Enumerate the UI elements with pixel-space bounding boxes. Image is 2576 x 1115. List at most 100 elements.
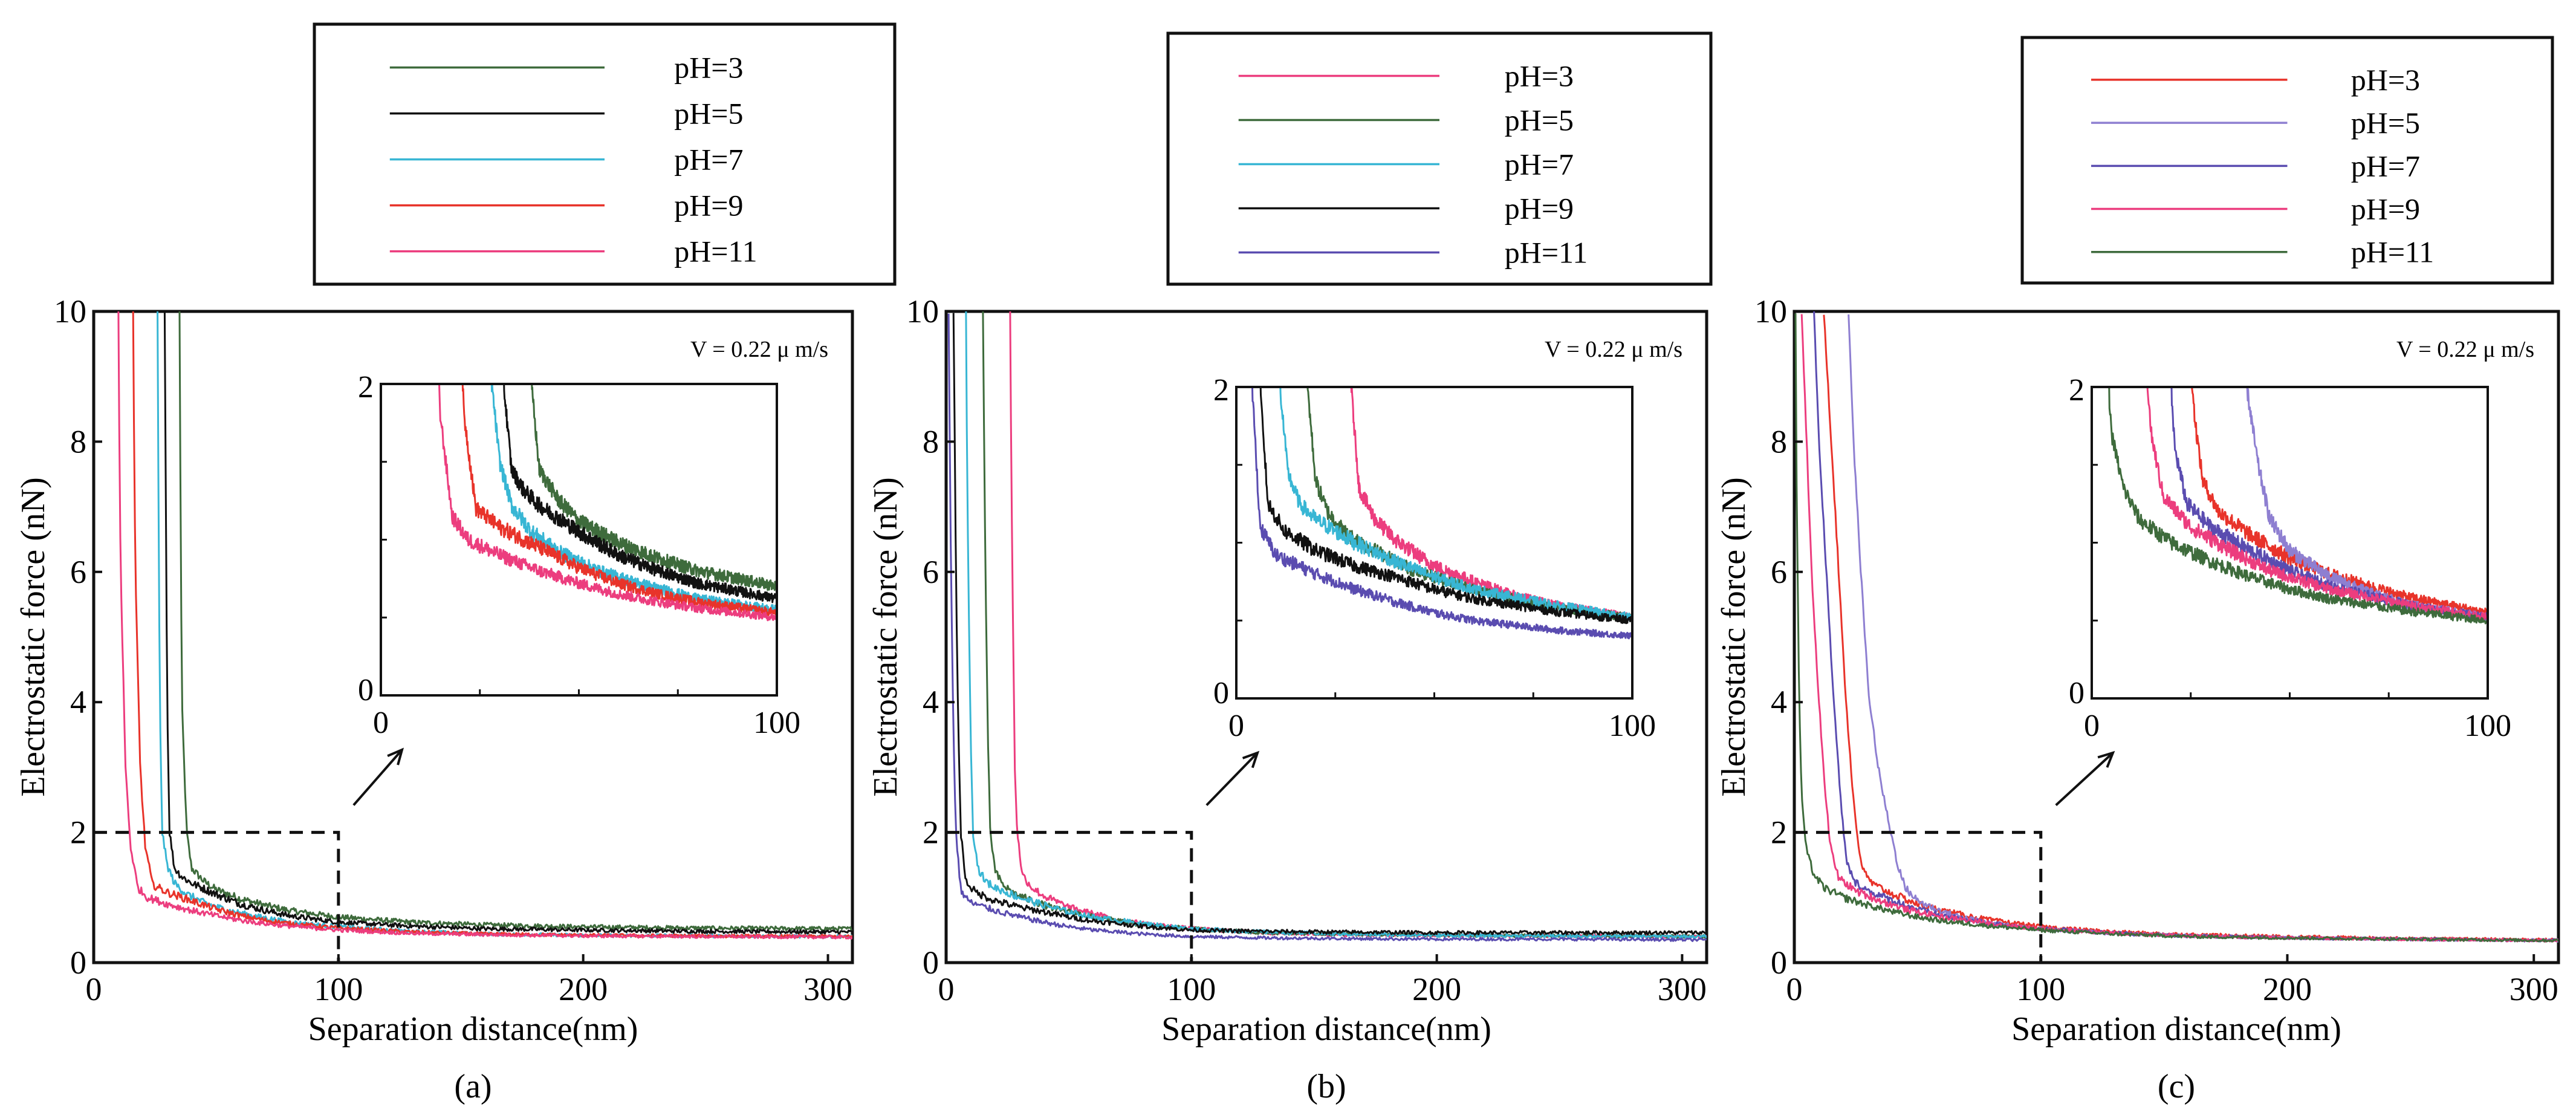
- y-tick-label: 8: [1771, 423, 1787, 460]
- y-tick-label: 0: [923, 944, 939, 981]
- plot-frame: [1792, 310, 2560, 964]
- inset-series-line-pH=11: [2108, 387, 2488, 625]
- inset-x-tick-label: 100: [753, 706, 800, 740]
- inset-y-tick-label: 2: [358, 370, 374, 405]
- y-tick-label: 8: [923, 423, 939, 460]
- y-axis-label: Electrostatic force (nN): [1715, 477, 1753, 797]
- legend-frame: [1166, 31, 1713, 286]
- y-tick-label: 2: [70, 814, 86, 851]
- y-tick-label: 2: [923, 814, 939, 851]
- series-line-pH=3: [178, 311, 852, 932]
- velocity-annotation: V = 0.22 μ m/s: [2396, 337, 2534, 362]
- series-line-pH=7: [965, 311, 1707, 939]
- inset-series-line-pH=7: [1279, 387, 1632, 622]
- legend-label: pH=9: [1505, 192, 1574, 226]
- legend: pH=3 pH=5 pH=7 pH=9 pH=11: [2020, 36, 2554, 285]
- legend-label: pH=9: [674, 189, 743, 223]
- zoom-box: [944, 831, 1193, 964]
- inset-series-line-pH=3: [531, 384, 777, 591]
- y-tick-label: 0: [70, 944, 86, 981]
- y-tick-label: 6: [923, 554, 939, 590]
- y-axis-label: Electrostatic force (nN): [867, 477, 904, 797]
- inset-x-tick-label: 100: [1609, 709, 1656, 743]
- inset-series-line-pH=11: [1251, 387, 1632, 640]
- inset-y-tick-label: 0: [358, 673, 374, 707]
- y-axis-label: Electrostatic force (nN): [15, 477, 52, 797]
- x-axis-label: Separation distance(nm): [308, 1010, 638, 1048]
- y-tick-label: 0: [1771, 944, 1787, 981]
- legend-label: pH=11: [1505, 236, 1588, 270]
- x-tick-label: 0: [1786, 971, 1803, 1007]
- inset-y-tick-label: 0: [2069, 676, 2084, 710]
- inset: 2 00 100: [1213, 373, 1656, 743]
- y-tick-label: 10: [1754, 293, 1787, 330]
- y-tick-label: 10: [906, 293, 939, 330]
- inset-y-tick-label: 0: [1213, 676, 1229, 710]
- legend-label: pH=7: [1505, 148, 1574, 181]
- y-tick-label: 6: [70, 554, 86, 590]
- x-tick-label: 200: [1412, 971, 1461, 1007]
- legend-label: pH=5: [674, 97, 743, 131]
- series-group: [1794, 311, 2558, 943]
- legend-label: pH=5: [2351, 106, 2420, 140]
- x-tick-label: 100: [1167, 971, 1216, 1007]
- zoom-arrow: [1205, 752, 1259, 806]
- y-tick-label: 4: [70, 684, 86, 720]
- zoom-box: [92, 831, 340, 964]
- legend-label: pH=9: [2351, 192, 2420, 226]
- inset-background: [381, 384, 777, 695]
- panel-caption: (c): [2158, 1068, 2195, 1105]
- inset-series-line-pH=9: [1259, 387, 1632, 625]
- inset-series-line-pH=11: [438, 384, 777, 622]
- y-tick-label: 10: [54, 293, 86, 330]
- series-line-pH=9: [952, 313, 1707, 935]
- inset-background: [2092, 387, 2488, 698]
- x-tick-label: 0: [86, 971, 102, 1007]
- inset: 2 00 100: [2069, 373, 2511, 743]
- legend-label: pH=3: [2351, 63, 2420, 97]
- legend-frame: [313, 22, 897, 286]
- inset-series-line-pH=7: [490, 384, 777, 615]
- y-tick-label: 4: [1771, 684, 1787, 720]
- legend: pH=3 pH=5 pH=7 pH=9 pH=11: [1166, 31, 1713, 286]
- legend-label: pH=7: [674, 143, 743, 177]
- panel-caption: (b): [1306, 1068, 1346, 1105]
- legend-label: pH=11: [2351, 235, 2434, 269]
- x-tick-label: 300: [803, 971, 852, 1007]
- inset-x-tick-label: 0: [373, 706, 389, 740]
- legend-label: pH=3: [674, 51, 743, 85]
- legend-label: pH=7: [2351, 149, 2420, 183]
- x-axis-label: Separation distance(nm): [2011, 1010, 2341, 1048]
- x-tick-label: 0: [938, 971, 955, 1007]
- x-tick-label: 300: [1658, 971, 1707, 1007]
- x-tick-label: 100: [314, 971, 363, 1007]
- inset-x-tick-label: 100: [2464, 709, 2511, 743]
- velocity-annotation: V = 0.22 μ m/s: [690, 337, 828, 362]
- x-tick-label: 200: [2263, 971, 2312, 1007]
- inset-y-tick-label: 2: [1213, 373, 1229, 408]
- zoom-arrow: [352, 749, 403, 806]
- plot-frame: [944, 310, 1708, 964]
- y-tick-label: 8: [70, 423, 86, 460]
- panel-caption: (a): [454, 1068, 492, 1105]
- x-tick-label: 100: [2016, 971, 2065, 1007]
- x-tick-label: 200: [559, 971, 608, 1007]
- legend-frame: [2020, 36, 2554, 285]
- y-tick-label: 6: [1771, 554, 1787, 590]
- series-line-pH=11: [947, 313, 1707, 942]
- zoom-arrow-head: [2097, 750, 2115, 768]
- inset-series-line-pH=9: [461, 384, 777, 617]
- legend-label: pH=5: [1505, 103, 1574, 137]
- inset-y-tick-label: 2: [2069, 373, 2084, 408]
- x-tick-label: 300: [2509, 971, 2558, 1007]
- series-line-pH=11: [117, 311, 852, 940]
- series-group: [947, 311, 1707, 942]
- y-tick-label: 2: [1771, 814, 1787, 851]
- zoom-box: [1792, 831, 2043, 964]
